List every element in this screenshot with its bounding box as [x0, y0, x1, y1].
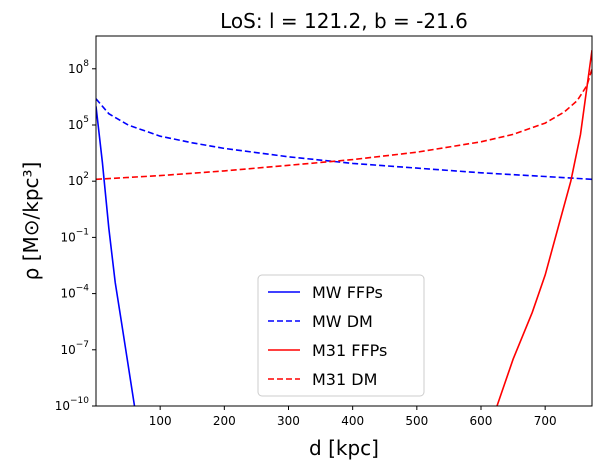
- legend-label: M31 FFPs: [312, 341, 387, 360]
- y-tick-label: 10−4: [60, 284, 89, 301]
- y-tick-label: 102: [68, 171, 89, 188]
- legend-box: [257, 274, 425, 397]
- x-axis: 100 200 300 400 500 600 700: [149, 406, 557, 428]
- y-tick-label: 10−10: [55, 396, 90, 413]
- x-tick-label: 100: [149, 414, 172, 428]
- plot-area: [96, 49, 592, 406]
- series-line-2: [96, 98, 592, 181]
- x-tick-label: 200: [213, 414, 236, 428]
- y-tick-label: 105: [68, 115, 89, 132]
- y-axis: 108 105 102 10−1 10−4 10−7 10−10: [55, 59, 96, 413]
- x-axis-label: d [kpc]: [309, 436, 379, 460]
- x-tick-label: 400: [341, 414, 364, 428]
- plot-frame: [95, 35, 593, 407]
- x-tick-label: 300: [277, 414, 300, 428]
- legend-label: MW DM: [312, 312, 373, 331]
- legend-label: M31 DM: [312, 370, 377, 389]
- y-axis-label: ρ [M⊙/kpc³]: [19, 162, 43, 281]
- x-tick-label: 700: [534, 414, 557, 428]
- series-line-1: [96, 106, 136, 406]
- legend-label: MW FFPs: [312, 283, 383, 302]
- series-line-4: [96, 68, 592, 181]
- series-line-3: [496, 49, 592, 406]
- chart-title: LoS: l = 121.2, b = -21.6: [220, 9, 468, 33]
- y-tick-label: 10−1: [60, 227, 89, 244]
- x-tick-label: 500: [405, 414, 428, 428]
- y-tick-label: 10−7: [60, 340, 89, 357]
- legend: MW FFPs MW DM M31 FFPs M31 DM: [257, 274, 425, 397]
- y-tick-label: 108: [68, 59, 89, 76]
- x-tick-label: 600: [470, 414, 493, 428]
